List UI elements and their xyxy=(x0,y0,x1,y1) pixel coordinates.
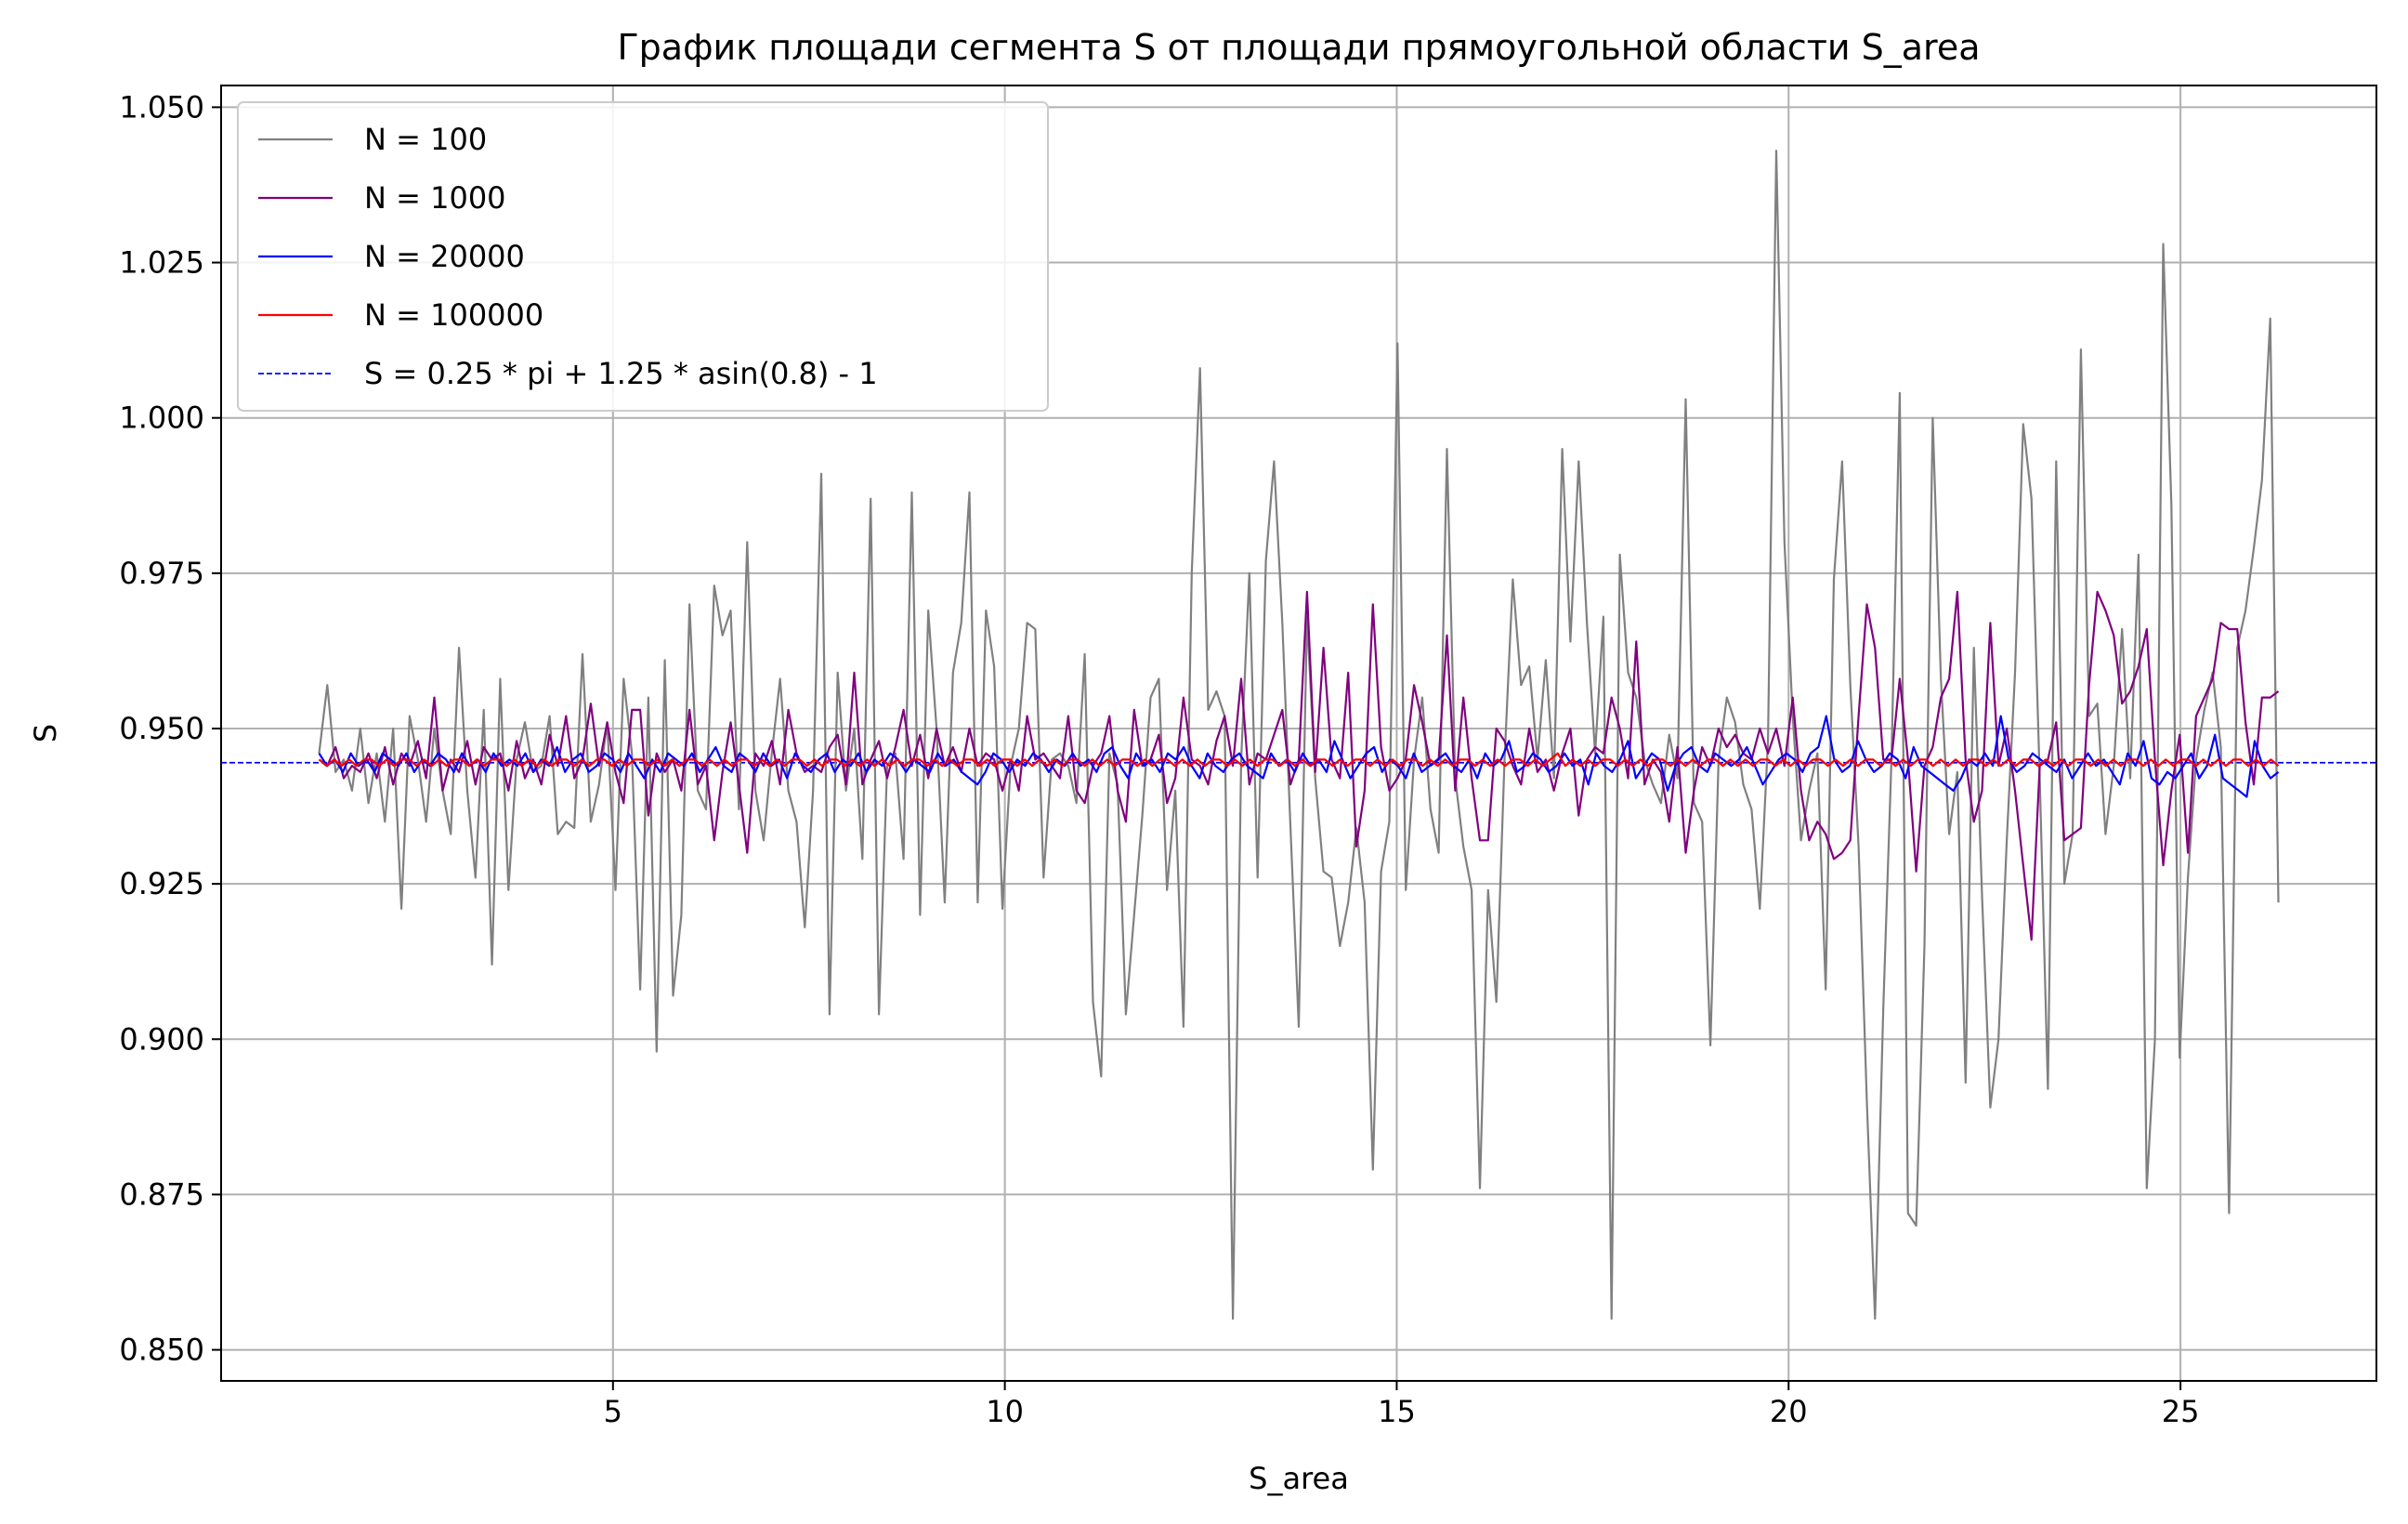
series-layer xyxy=(318,150,2280,1320)
y-tick-label: 1.050 xyxy=(119,89,204,125)
x-tick-label: 25 xyxy=(2162,1394,2200,1429)
y-tick-label: 0.975 xyxy=(119,556,204,591)
y-tick-label: 0.850 xyxy=(119,1333,204,1368)
plot-frame xyxy=(220,85,2377,1382)
x-axis-label: S_area xyxy=(1249,1461,1349,1496)
axis-ticks: 5 10 15 20 25 0.850 0.875 0.900 0.925 0.950 0.975 1… xyxy=(119,89,2199,1429)
grid xyxy=(221,85,2376,1381)
x-tick-label: 20 xyxy=(1770,1394,1808,1429)
series-line-2 xyxy=(318,590,2280,941)
legend-box xyxy=(237,101,1049,412)
legend-label-5: S = 0.25 * pi + 1.25 * asin(0.8) - 1 xyxy=(364,356,878,391)
series-line-4 xyxy=(318,752,2280,768)
series-line-1 xyxy=(318,150,2280,1320)
y-axis-label: S xyxy=(28,724,63,742)
x-tick-label: 15 xyxy=(1378,1394,1416,1429)
legend-label-3: N = 20000 xyxy=(364,239,525,274)
chart-title: График площади сегмента S от площади пря… xyxy=(617,27,1980,68)
x-tick-label: 10 xyxy=(986,1394,1024,1429)
y-tick-label: 0.950 xyxy=(119,711,204,746)
y-tick-label: 0.875 xyxy=(119,1176,204,1212)
y-tick-label: 0.925 xyxy=(119,866,204,901)
y-tick-label: 1.025 xyxy=(119,245,204,281)
x-tick-label: 5 xyxy=(604,1394,622,1429)
y-tick-label: 0.900 xyxy=(119,1021,204,1057)
legend-label-2: N = 1000 xyxy=(364,180,506,216)
legend-label-4: N = 100000 xyxy=(364,297,543,333)
legend: N = 100 N = 1000 N = 20000 N = 100000 S = 0.… xyxy=(237,101,1049,412)
legend-label-1: N = 100 xyxy=(364,122,487,157)
y-tick-label: 1.000 xyxy=(119,401,204,436)
